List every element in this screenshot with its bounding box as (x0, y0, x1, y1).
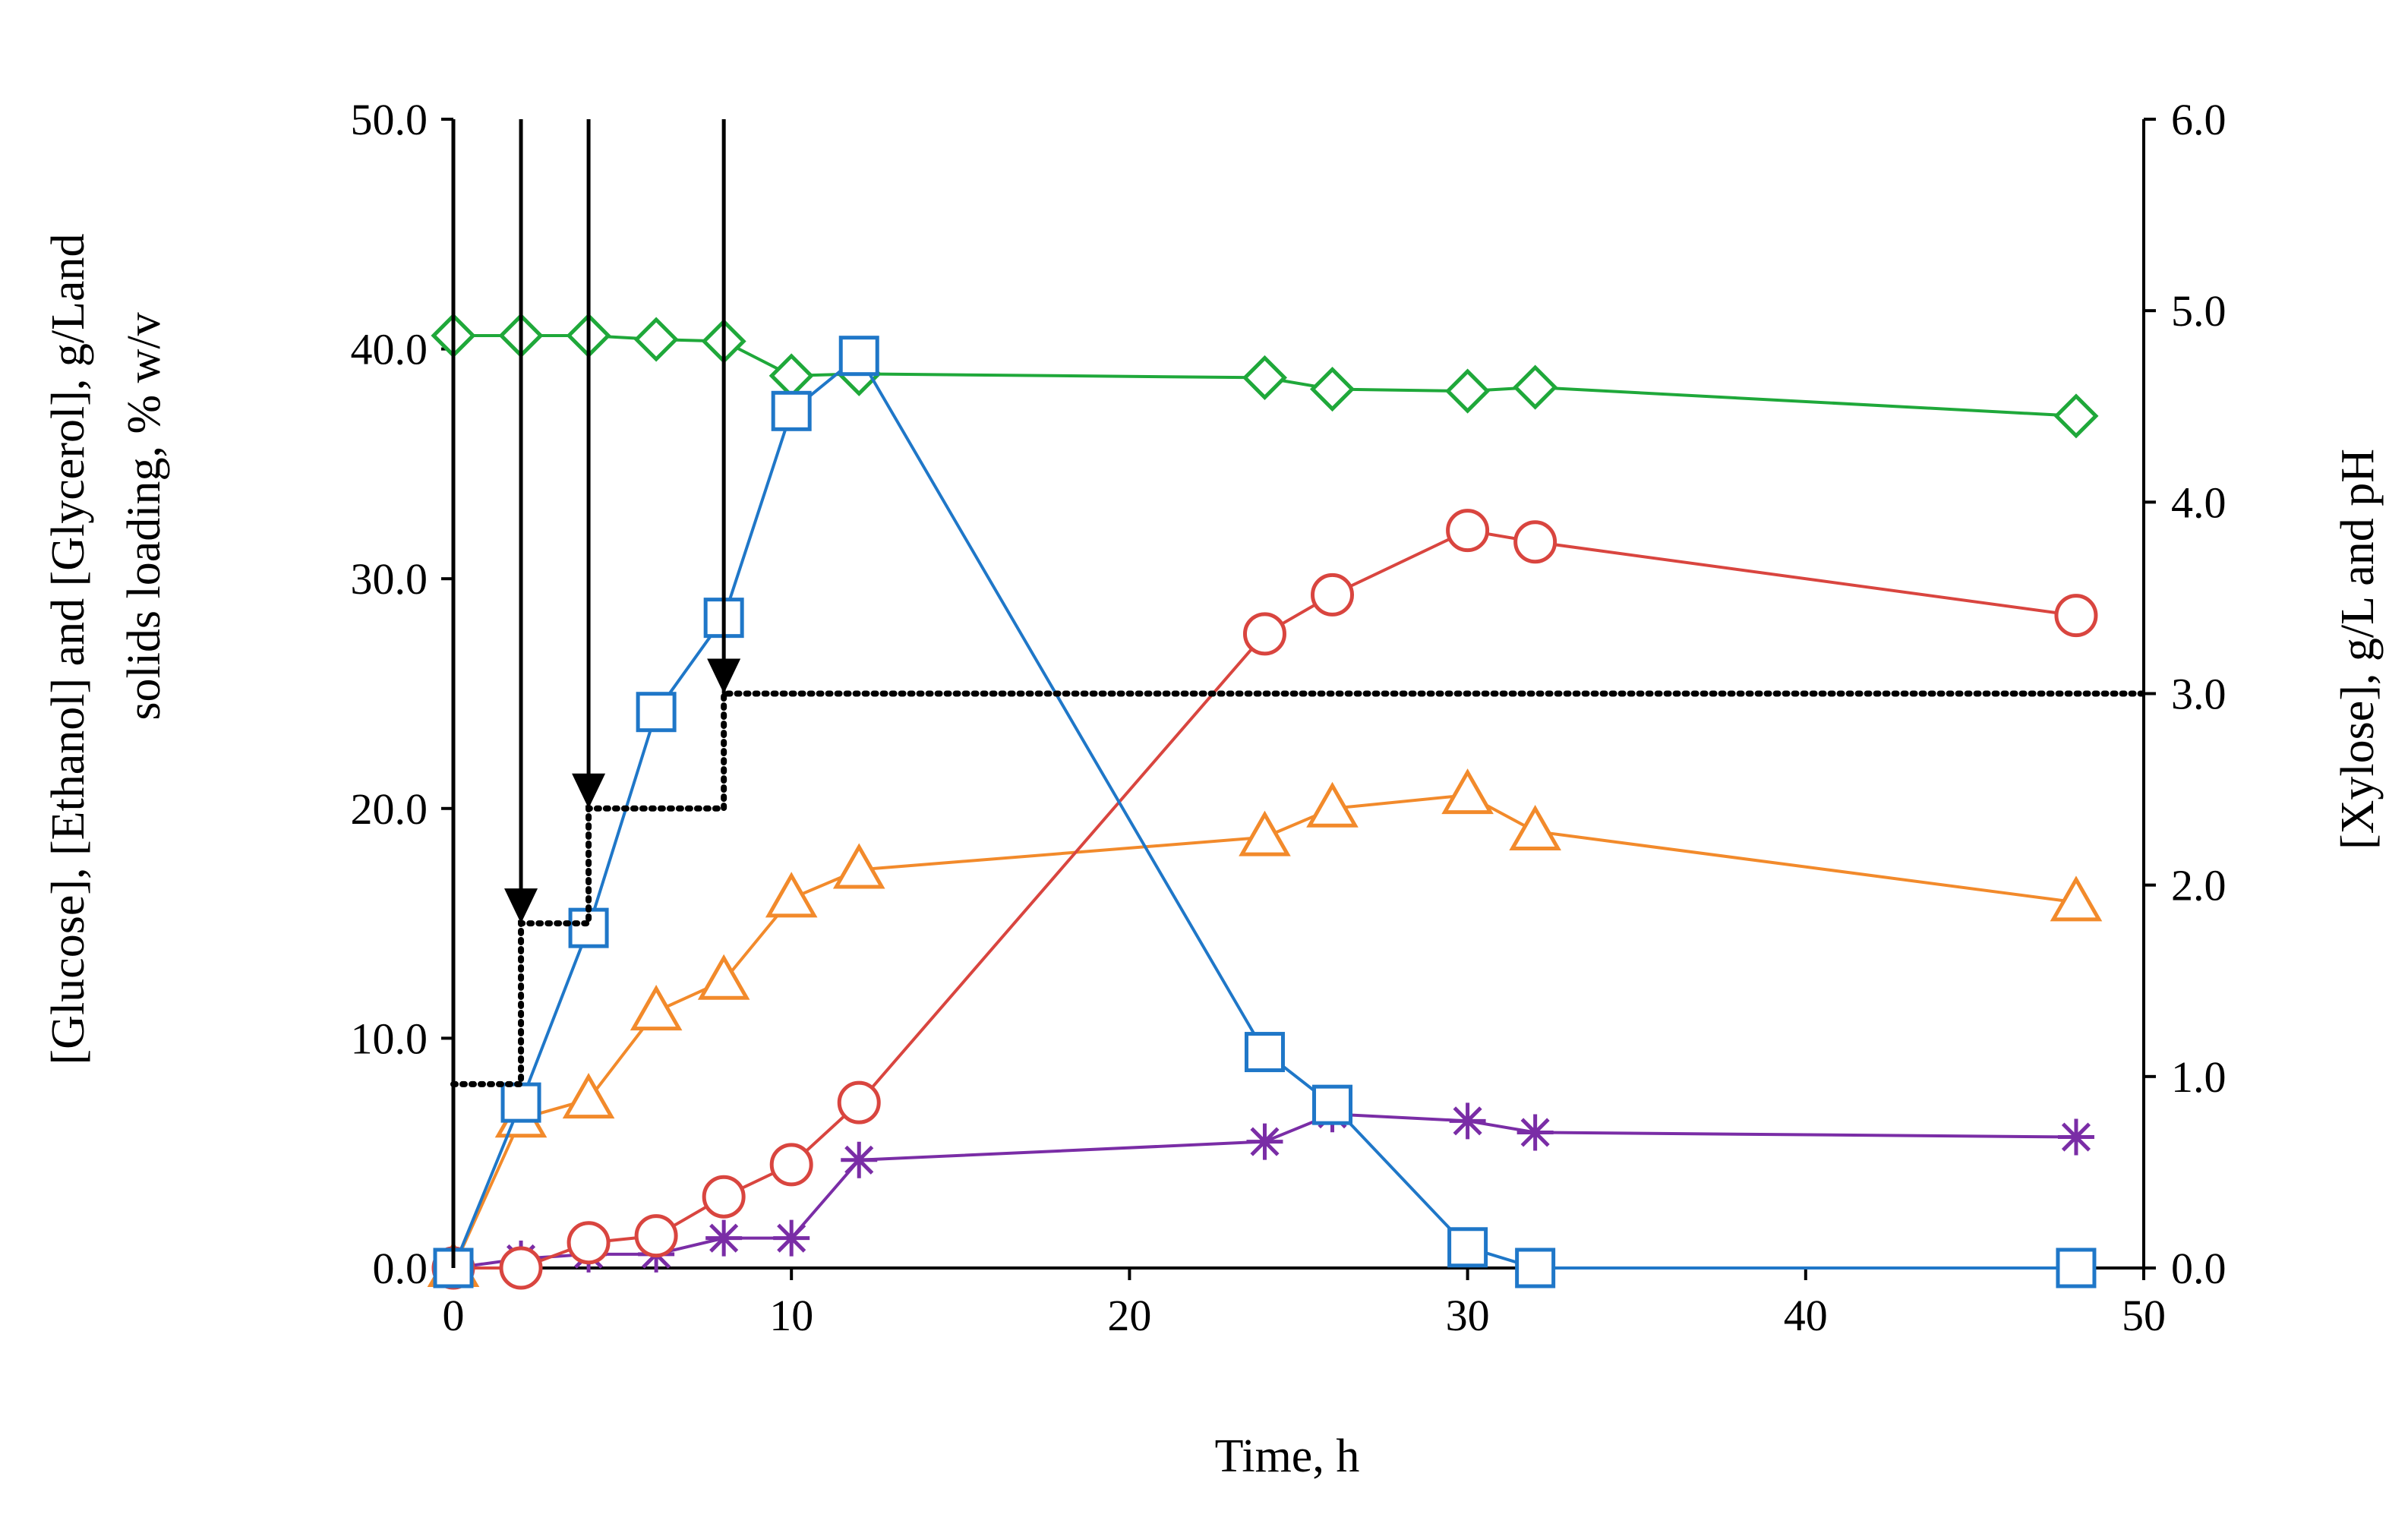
annotations (450, 119, 2147, 1268)
xylose-line (452, 793, 2077, 1269)
square-marker (838, 336, 879, 377)
series-xylose (427, 768, 2103, 1287)
diamond-marker (768, 353, 814, 399)
x-tick-label: 30 (1446, 1291, 1490, 1340)
circle-marker (2054, 594, 2098, 638)
y-left-tick-label: 0.0 (373, 1244, 428, 1293)
y-left-axis-title-line1: [Glucose], [Ethanol] and [Glycerol], g/L… (43, 234, 94, 1065)
square-marker (1447, 1227, 1488, 1268)
asterisk-marker (705, 1219, 743, 1257)
feeding-arrow-head (572, 773, 606, 809)
triangle-marker (1441, 768, 1494, 815)
circle-marker (1446, 509, 1490, 553)
diamond-marker (1513, 364, 1558, 410)
circle-marker (769, 1143, 813, 1187)
asterisk-marker (1246, 1123, 1283, 1160)
x-tick-label: 20 (1107, 1291, 1151, 1340)
feeding-arrow-head (504, 888, 538, 924)
triangle-marker (630, 985, 683, 1031)
diamond-marker (1309, 367, 1355, 412)
circle-marker (1513, 520, 1557, 564)
circle-marker (837, 1080, 881, 1124)
circle-marker (566, 1221, 611, 1265)
y-left-tick-label: 30.0 (351, 554, 428, 604)
square-marker (1244, 1032, 1285, 1073)
triangle-marker (1239, 810, 1291, 856)
y-right-tick-label: 2.0 (2171, 861, 2227, 910)
series-glucose (433, 336, 2097, 1288)
series-ethanol (431, 509, 2098, 1290)
data-series (427, 313, 2103, 1290)
circle-marker (1311, 572, 1355, 617)
y-left-tick-label: 10.0 (351, 1014, 428, 1063)
series-ph (431, 313, 2099, 439)
square-marker (2056, 1247, 2097, 1288)
axes: 0 10 20 30 40 500.010.020.030.040.050.00.01.0… (351, 95, 2227, 1340)
y-left-tick-label: 40.0 (351, 325, 428, 374)
asterisk-marker (1449, 1102, 1486, 1140)
y-right-tick-label: 5.0 (2171, 286, 2227, 336)
square-marker (771, 390, 812, 431)
y-right-tick-label: 1.0 (2171, 1052, 2227, 1102)
triangle-marker (562, 1073, 615, 1119)
x-tick-label: 50 (2122, 1291, 2166, 1340)
y-right-tick-label: 6.0 (2171, 95, 2227, 144)
triangle-marker (1306, 781, 1359, 828)
x-tick-label: 10 (769, 1291, 813, 1340)
triangle-marker (2050, 875, 2103, 922)
square-marker (636, 692, 677, 733)
y-right-tick-label: 3.0 (2171, 670, 2227, 719)
x-tick-label: 0 (443, 1291, 465, 1340)
diamond-marker (1445, 368, 1491, 414)
triangle-marker (697, 954, 750, 1000)
solids-loading-line (450, 690, 2147, 1087)
y-left-axis-title-line2: solids loading, % w/v (118, 312, 170, 720)
x-axis-title: Time, h (1215, 1430, 1360, 1482)
square-marker (1312, 1084, 1353, 1125)
circle-marker (499, 1246, 543, 1290)
series-glycerol (435, 1096, 2094, 1286)
diamond-marker (633, 317, 679, 362)
diamond-marker (2053, 393, 2099, 439)
diamond-marker (1242, 355, 1288, 400)
asterisk-marker (773, 1219, 810, 1257)
feeding-arrow-head (707, 658, 741, 694)
y-right-tick-label: 4.0 (2171, 478, 2227, 527)
x-tick-label: 40 (1784, 1291, 1828, 1340)
y-left-tick-label: 50.0 (351, 95, 428, 144)
y-left-tick-label: 20.0 (351, 784, 428, 834)
square-marker (1515, 1247, 1556, 1288)
asterisk-marker (1516, 1114, 1554, 1151)
asterisk-marker (841, 1141, 878, 1178)
square-marker (500, 1082, 541, 1123)
y-right-axis-title: [Xylose], g/L and pH (2332, 449, 2384, 850)
triangle-marker (1509, 805, 1561, 851)
triangle-marker (832, 843, 885, 889)
asterisk-marker (2057, 1118, 2094, 1156)
y-right-tick-label: 0.0 (2171, 1244, 2227, 1293)
axis-labels: Time, h [Glucose], [Ethanol] and [Glycer… (43, 234, 2384, 1482)
circle-marker (1242, 612, 1286, 656)
triangle-marker (765, 872, 818, 918)
circle-marker (634, 1214, 678, 1258)
circle-marker (702, 1175, 746, 1219)
